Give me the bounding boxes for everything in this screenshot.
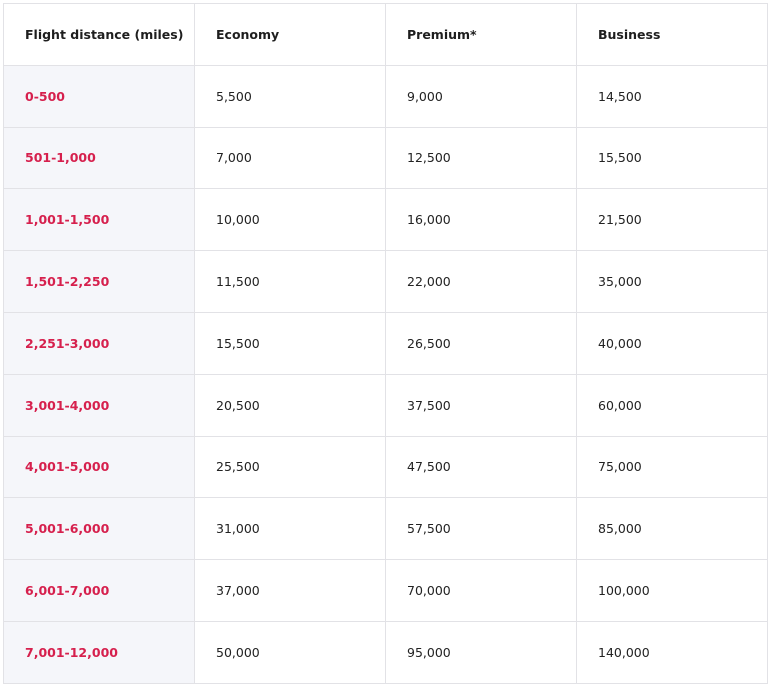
economy-cell: 50,000 <box>194 620 386 684</box>
economy-cell: 37,000 <box>194 559 386 622</box>
business-cell: 85,000 <box>576 497 768 561</box>
header-row: Flight distance (miles) Economy Premium* Bu… <box>3 3 768 66</box>
business-cell: 60,000 <box>576 373 768 437</box>
economy-cell: 31,000 <box>194 497 386 561</box>
premium-cell: 57,500 <box>385 497 577 561</box>
distance-cell: 4,001-5,000 <box>3 435 195 499</box>
business-cell: 75,000 <box>576 435 768 499</box>
business-cell: 40,000 <box>576 311 768 375</box>
table-row: 1,501-2,250 11,500 22,000 35,000 <box>3 250 768 313</box>
economy-cell: 11,500 <box>194 250 386 313</box>
table-row: 2,251-3,000 15,500 26,500 40,000 <box>3 311 768 375</box>
header-economy: Economy <box>194 3 386 66</box>
economy-cell: 5,500 <box>194 64 386 128</box>
header-flight-distance: Flight distance (miles) <box>3 3 195 66</box>
table-row: 5,001-6,000 31,000 57,500 85,000 <box>3 497 768 561</box>
award-chart-table: Flight distance (miles) Economy Premium* Bu… <box>3 3 768 684</box>
table-row: 0-500 5,500 9,000 14,500 <box>3 64 768 128</box>
distance-cell: 2,251-3,000 <box>3 311 195 375</box>
premium-cell: 37,500 <box>385 373 577 437</box>
premium-cell: 95,000 <box>385 620 577 684</box>
business-cell: 100,000 <box>576 559 768 622</box>
business-cell: 14,500 <box>576 64 768 128</box>
premium-cell: 9,000 <box>385 64 577 128</box>
premium-cell: 70,000 <box>385 559 577 622</box>
premium-cell: 22,000 <box>385 250 577 313</box>
economy-cell: 7,000 <box>194 126 386 190</box>
distance-cell: 6,001-7,000 <box>3 559 195 622</box>
distance-cell: 1,501-2,250 <box>3 250 195 313</box>
distance-cell: 1,001-1,500 <box>3 188 195 252</box>
premium-cell: 47,500 <box>385 435 577 499</box>
distance-cell: 7,001-12,000 <box>3 620 195 684</box>
header-premium: Premium* <box>385 3 577 66</box>
header-business: Business <box>576 3 768 66</box>
economy-cell: 25,500 <box>194 435 386 499</box>
distance-cell: 5,001-6,000 <box>3 497 195 561</box>
economy-cell: 15,500 <box>194 311 386 375</box>
economy-cell: 10,000 <box>194 188 386 252</box>
premium-cell: 12,500 <box>385 126 577 190</box>
distance-cell: 0-500 <box>3 64 195 128</box>
premium-cell: 16,000 <box>385 188 577 252</box>
table-row: 3,001-4,000 20,500 37,500 60,000 <box>3 373 768 437</box>
table-row: 501-1,000 7,000 12,500 15,500 <box>3 126 768 190</box>
economy-cell: 20,500 <box>194 373 386 437</box>
table-row: 1,001-1,500 10,000 16,000 21,500 <box>3 188 768 252</box>
distance-cell: 501-1,000 <box>3 126 195 190</box>
distance-cell: 3,001-4,000 <box>3 373 195 437</box>
table-row: 7,001-12,000 50,000 95,000 140,000 <box>3 620 768 684</box>
table-row: 6,001-7,000 37,000 70,000 100,000 <box>3 559 768 622</box>
business-cell: 21,500 <box>576 188 768 252</box>
premium-cell: 26,500 <box>385 311 577 375</box>
business-cell: 35,000 <box>576 250 768 313</box>
business-cell: 15,500 <box>576 126 768 190</box>
table-row: 4,001-5,000 25,500 47,500 75,000 <box>3 435 768 499</box>
business-cell: 140,000 <box>576 620 768 684</box>
